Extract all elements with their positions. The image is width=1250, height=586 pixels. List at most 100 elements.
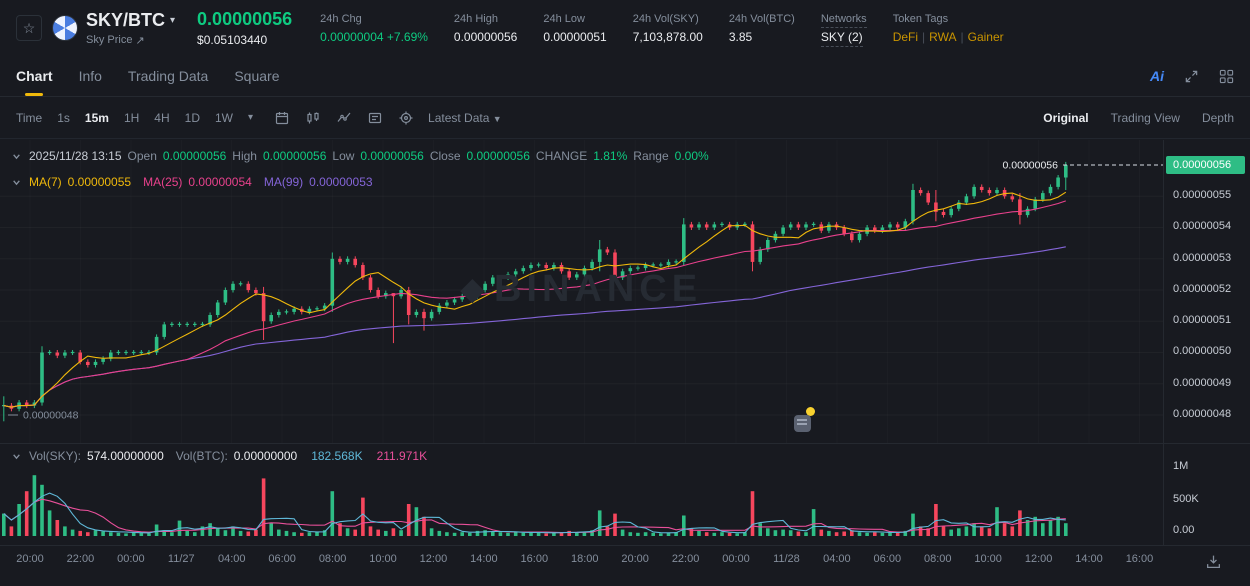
stat-value: 7,103,878.00 [632,29,703,44]
tab-info[interactable]: Info [78,68,102,84]
high-label: High [232,149,257,163]
range-label: Range [633,149,669,163]
volume-axis-label: 1M [1173,460,1189,472]
ohlc-legend: 2025/11/28 13:15 Open 0.00000056 High 0.… [12,149,709,163]
chevron-down-icon: ▾ [170,14,176,26]
collapse-chevron-icon[interactable] [12,452,21,461]
data-display-icon[interactable] [367,110,383,126]
interval-more-chevron-icon[interactable]: ▾ [247,112,254,123]
collapse-chevron-icon[interactable] [12,178,21,187]
pair-title[interactable]: SKY/BTC [86,9,166,30]
pair-selector[interactable]: SKY/BTC ▾ [86,10,175,31]
volume-axis-label: 500K [1173,493,1199,505]
tab-square[interactable]: Square [234,68,280,84]
ma7-value: 0.00000055 [67,175,132,189]
pane-divider[interactable] [0,443,1250,444]
indicators-icon[interactable] [336,110,352,126]
volume-legend: Vol(SKY): 574.00000000 Vol(BTC): 0.00000… [12,449,427,463]
stat-value: 0.00000056 [453,29,518,44]
candlestick-canvas[interactable]: 0.00000056 0.00000048 [0,140,1163,443]
layout-grid-icon[interactable] [1219,69,1234,84]
time-axis-label: 14:00 [470,553,498,565]
last-price: 0.00000056 [197,9,293,29]
time-axis-label: 18:00 [570,553,599,565]
time-axis-label: 08:00 [318,553,347,565]
change-value: 1.81% [593,149,628,163]
volume-canvas[interactable] [0,444,1163,545]
interval-edit-calendar-icon[interactable] [274,110,290,126]
time-axis-label: 16:00 [1125,553,1154,565]
interval-1w[interactable]: 1W [214,110,233,125]
vol-ma-slow-value: 211.971K [376,449,428,463]
coin-logo-icon [52,15,78,41]
chart-settings-icon[interactable] [398,110,414,126]
usd-price: $0.05103440 [197,33,268,47]
networks-value[interactable]: SKY (2) [820,29,863,47]
interval-1h[interactable]: 1H [123,110,140,125]
favorite-button[interactable]: ☆ [16,15,42,41]
networks-label[interactable]: Networks [820,12,867,28]
stat-token-tags: Token Tags DeFi | RWA | Gainer [893,13,1004,44]
time-axis-label: 12:00 [1024,553,1053,565]
stat-24h-vol-sky: 24h Vol(SKY) 7,103,878.00 [633,13,703,44]
tag-defi[interactable]: DeFi [892,29,919,44]
view-tradingview[interactable]: Trading View [1110,110,1180,125]
price-axis[interactable]: 0.00000056 0.00000055 0.00000054 0.0000005… [1163,140,1250,545]
ma25-value: 0.00000054 [188,175,252,189]
vol-ma-fast-value: 182.568K [311,449,363,463]
current-price-badge[interactable]: 0.00000056 [1166,156,1245,174]
price-axis-label: 0.00000048 [1173,407,1232,420]
stat-value: 0.00000051 [543,29,607,44]
stat-label: 24h Low [543,12,585,25]
close-label: Close [429,149,461,163]
open-value: 0.00000056 [162,149,227,163]
time-axis-label: 04:00 [217,553,246,565]
price-axis-label: 0.00000055 [1173,189,1232,201]
time-axis-label: 06:00 [268,553,296,565]
chart-toolbar: Time 1s 15m 1H 4H 1D 1W ▾ Latest Data ▼ [0,97,1250,139]
time-axis[interactable]: 20:00 22:00 00:00 11/27 04:00 06:00 08:00 10:00… [0,545,1250,586]
main-tabs: Chart Info Trading Data Square Ai [0,56,1250,97]
tab-chart[interactable]: Chart [16,56,53,96]
news-marker-icon [794,415,811,432]
ai-assistant-icon[interactable]: Ai [1150,68,1164,84]
latest-data-dropdown[interactable]: Latest Data ▼ [428,111,502,125]
price-axis-label: 0.00000050 [1173,345,1232,358]
candlestick-chart[interactable]: 0.00000056 0.00000048 ◆ BINANCE 2025/11/2… [0,140,1163,443]
vol-sky-value: 574.00000000 [87,449,164,463]
high-value: 0.00000056 [262,149,327,163]
view-depth[interactable]: Depth [1201,110,1234,125]
interval-1s[interactable]: 1s [57,110,70,125]
low-value: 0.00000056 [360,149,424,163]
volume-axis-label: 0.00 [1173,524,1195,536]
view-switcher: Original Trading View Depth [1043,111,1234,125]
stat-label: 24h Vol(SKY) [632,12,699,25]
chart-style-icon[interactable] [305,110,321,126]
low-label: Low [332,149,355,163]
tab-trading-data[interactable]: Trading Data [127,68,209,84]
stat-label: 24h Vol(BTC) [728,12,795,25]
interval-1d[interactable]: 1D [184,110,200,125]
time-axis-label: 14:00 [1075,553,1103,565]
sky-price-link[interactable]: Sky Price ↗ [86,34,145,47]
time-axis-label: 06:00 [873,553,902,565]
view-original[interactable]: Original [1043,110,1089,125]
fullscreen-icon[interactable] [1184,69,1199,84]
axis-settings-icon[interactable] [1203,551,1224,575]
time-axis-label: 11/28 [773,553,800,565]
interval-15m[interactable]: 15m [84,110,109,125]
volume-pane[interactable]: Vol(SKY): 574.00000000 Vol(BTC): 0.00000… [0,444,1163,545]
news-event-marker[interactable] [792,404,822,436]
sky-price-label: Sky Price [86,33,133,46]
vol-btc-value: 0.00000000 [233,449,298,463]
tag-rwa[interactable]: RWA [929,29,957,44]
legend-datetime: 2025/11/28 13:15 [29,149,122,163]
token-tags-label: Token Tags [892,12,949,25]
collapse-chevron-icon[interactable] [12,152,21,161]
price-axis-label: 0.00000051 [1173,314,1232,326]
latest-data-label: Latest Data [428,110,490,125]
ma7-label: MA(7) [29,175,62,189]
interval-4h[interactable]: 4H [154,110,170,125]
tag-gainer[interactable]: Gainer [967,29,1004,44]
